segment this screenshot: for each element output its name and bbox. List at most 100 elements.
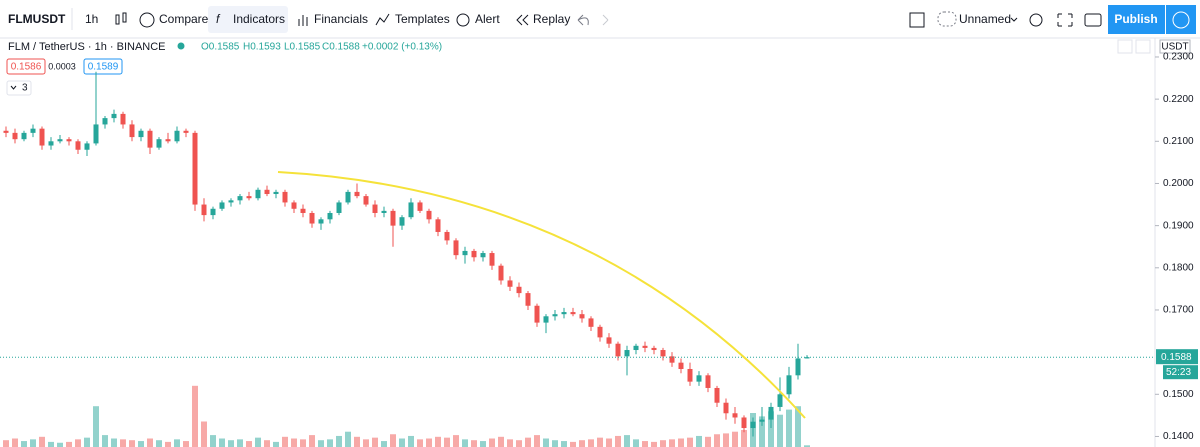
snapshot-button[interactable] (1084, 13, 1102, 27)
scroll-button[interactable] (1117, 39, 1133, 54)
candle-body (201, 204, 207, 216)
layout-name[interactable]: Unnamed (959, 12, 1011, 26)
candle-body (156, 139, 162, 148)
indicators-count: 3 (22, 83, 28, 94)
candle-body (480, 253, 486, 258)
candle-body (102, 118, 108, 125)
volume-bar (246, 441, 252, 447)
candle-body (426, 210, 432, 220)
volume-bar (624, 435, 630, 447)
volume-bar (21, 441, 27, 447)
volume-bar (291, 438, 297, 447)
volume-bar (12, 438, 18, 447)
layout-dropdown[interactable] (1010, 17, 1018, 22)
volume-bar (192, 385, 198, 447)
candle-body (642, 345, 648, 348)
compare-button[interactable]: Compare (159, 12, 209, 26)
templates-button[interactable]: Templates (395, 12, 450, 26)
cloud-icon (937, 11, 957, 27)
y-tick-label: 0.1900 (1163, 220, 1194, 231)
symbol-button[interactable]: FLMUSDT (8, 12, 66, 26)
fullscreen-button[interactable] (1057, 13, 1073, 27)
alert-button[interactable]: Alert (475, 12, 500, 26)
volume-bar (318, 440, 324, 447)
volume-bar (723, 433, 729, 447)
y-tick-label: 0.2000 (1163, 178, 1194, 189)
volume-bar (237, 439, 243, 447)
volume-bar (138, 441, 144, 447)
volume-bar (768, 411, 774, 447)
volume-bar (399, 438, 405, 447)
publish-button[interactable] (1108, 5, 1165, 34)
ask-box[interactable] (83, 58, 123, 75)
candle-body (606, 337, 612, 344)
financials-button[interactable]: Financials (314, 12, 368, 26)
chart-style-button[interactable] (115, 12, 127, 25)
volume-bar (543, 438, 549, 447)
bid-box[interactable] (6, 58, 46, 75)
candle-body (111, 113, 117, 119)
candle-body (3, 130, 9, 133)
volume-bar (3, 440, 9, 447)
volume-bar (39, 436, 45, 447)
candle-body (525, 293, 531, 306)
legend-title: FLM / TetherUS · 1h · BINANCE (8, 41, 166, 53)
y-tick-label: 0.1500 (1163, 389, 1194, 400)
indicators-button[interactable]: Indicators (233, 12, 285, 26)
volume-bar (120, 439, 126, 447)
volume-bar (444, 437, 450, 447)
financials-icon (298, 15, 308, 26)
indicators-toggle[interactable] (6, 80, 32, 96)
candle-body (660, 350, 666, 357)
candle-body (750, 421, 756, 429)
volume-bar (363, 439, 369, 447)
volume-bar (165, 441, 171, 447)
replay-button[interactable]: Replay (533, 12, 570, 26)
candle-body (318, 219, 324, 224)
volume-bar (84, 437, 90, 447)
volume-bar (426, 438, 432, 447)
plot-area (0, 71, 1155, 447)
volume-bar (273, 441, 279, 447)
volume-bar (561, 441, 567, 447)
candle-body (597, 326, 603, 338)
volume-bar (777, 414, 783, 447)
legend-open: O0.1585 (201, 42, 240, 53)
candle-body (768, 406, 774, 420)
alert-icon (456, 13, 470, 27)
candle-body (39, 128, 45, 146)
candle-body (462, 250, 468, 256)
candle-body (453, 240, 459, 256)
undo-button[interactable] (577, 14, 589, 26)
countdown-box (1163, 365, 1198, 380)
currency-label: USDT (1161, 42, 1188, 53)
candle-body (255, 189, 261, 199)
indicators-icon: f (216, 12, 221, 26)
volume-bar (219, 438, 225, 447)
settings-button[interactable] (1029, 13, 1043, 27)
indicators-hover (208, 6, 288, 33)
candle-body (75, 141, 81, 150)
volume-bar (345, 431, 351, 447)
volume-bar (525, 437, 531, 447)
templates-icon (375, 13, 390, 26)
candle-body (471, 250, 477, 258)
candle-body (192, 132, 198, 205)
candle-body (399, 217, 405, 226)
publish-menu-button[interactable] (1166, 5, 1196, 34)
candle-body (21, 132, 27, 140)
candle-body (246, 196, 252, 199)
volume-bar (201, 421, 207, 447)
legend-high: H0.1593 (243, 42, 281, 53)
fullscreen-checkbox[interactable] (909, 12, 925, 28)
interval-button[interactable]: 1h (85, 12, 98, 26)
volume-bar (597, 437, 603, 447)
volume-bar (390, 434, 396, 447)
compare-icon[interactable] (139, 12, 155, 28)
volume-bar (417, 439, 423, 447)
maximize-button[interactable] (1135, 39, 1151, 54)
volume-bar (480, 441, 486, 447)
candle-body (732, 413, 738, 418)
redo-button[interactable] (602, 14, 609, 26)
